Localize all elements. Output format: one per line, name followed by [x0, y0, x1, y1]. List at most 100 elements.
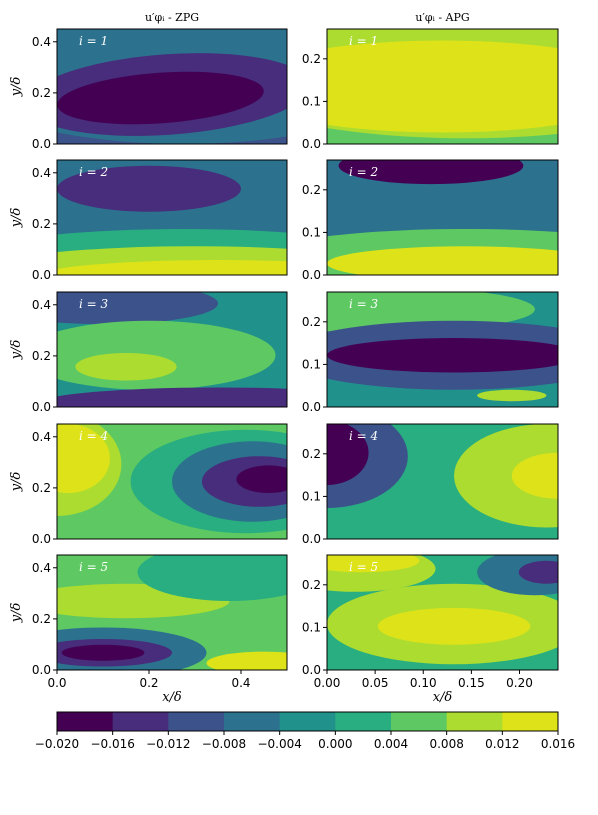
panel-frame	[56, 423, 288, 540]
colorbar-tick-label: −0.004	[257, 737, 301, 751]
y-tick-label: 0.2	[32, 86, 51, 100]
colorbar: −0.020 −0.016 −0.012 −0.008 −0.004 0.000 0.004…	[35, 711, 575, 751]
x-tick-label: 0.4	[231, 676, 250, 690]
panel-r2-c1	[57, 160, 287, 275]
y-tick-label: 0.4	[32, 166, 51, 180]
panel-r1-c1	[57, 29, 287, 144]
y-tick-label: 0.0	[32, 532, 51, 546]
column-title: u′φᵢ - APG	[415, 11, 469, 24]
panel-label: i = 1	[79, 34, 108, 48]
y-tick-label: 0.2	[32, 217, 51, 231]
panel-r3-c1	[57, 292, 287, 407]
contour-region	[327, 40, 558, 133]
y-tick-label: 0.2	[32, 612, 51, 626]
y-tick-label: 0.4	[32, 561, 51, 575]
colorbar-band	[279, 712, 336, 731]
y-tick-label: 0.2	[32, 481, 51, 495]
panel-frame	[326, 159, 559, 276]
y-axis-label: y/δ	[9, 603, 24, 624]
x-tick-label: 0.10	[410, 676, 437, 690]
contour-region	[327, 424, 369, 485]
y-tick-label: 0.4	[32, 430, 51, 444]
contour-region	[75, 352, 177, 381]
y-tick-label: 0.0	[32, 137, 51, 151]
colorbar-tick-label: −0.020	[35, 737, 79, 751]
colorbar-band	[391, 712, 448, 731]
colorbar-band	[446, 712, 503, 731]
y-tick-label: 0.4	[32, 298, 51, 312]
x-tick-label: 0.15	[458, 676, 485, 690]
y-tick-label: 0.0	[302, 268, 321, 282]
panel-label: i = 3	[79, 297, 109, 311]
contour-region	[327, 555, 420, 573]
panel-frame	[326, 423, 559, 540]
y-tick-label: 0.1	[302, 94, 321, 108]
panel-r5-c1	[57, 555, 287, 670]
y-tick-label: 0.2	[302, 315, 321, 329]
colorbar-band	[57, 712, 114, 731]
x-tick-label: 0.2	[139, 676, 158, 690]
panel-frame	[326, 291, 559, 408]
y-tick-label: 0.2	[302, 52, 321, 66]
contour-region	[206, 651, 287, 670]
contour-region	[57, 292, 218, 325]
x-tick-label: 0.00	[314, 676, 341, 690]
axes-text: i = 10.00.20.4y/δi = 10.00.10.2i = 20.00…	[9, 11, 533, 705]
panel-label: i = 3	[349, 297, 379, 311]
y-tick-label: 0.4	[32, 35, 51, 49]
colorbar-band	[224, 712, 281, 731]
panel-label: i = 1	[349, 34, 378, 48]
panel-frame	[56, 159, 288, 276]
contour-region	[454, 424, 558, 528]
contour-region	[518, 560, 558, 584]
y-tick-label: 0.1	[302, 357, 321, 371]
panel-r5-c2	[327, 555, 558, 670]
colorbar-band	[335, 712, 392, 731]
colorbar-tick-label: −0.016	[90, 737, 134, 751]
colorbar-tick-label: 0.016	[541, 737, 575, 751]
x-axis-label: x/δ	[433, 690, 453, 705]
contour-region	[477, 389, 547, 402]
contour-region	[327, 246, 558, 275]
y-axis-label: y/δ	[9, 77, 24, 98]
contour-region	[327, 338, 558, 373]
contour-region	[57, 71, 264, 125]
panels	[56, 28, 559, 671]
colorbar-band	[112, 712, 169, 731]
colorbar-band	[168, 712, 225, 731]
column-title: u′φᵢ - ZPG	[145, 11, 199, 24]
x-axis-label: x/δ	[162, 690, 182, 705]
y-tick-label: 0.0	[302, 400, 321, 414]
y-tick-label: 0.1	[302, 225, 321, 239]
y-tick-label: 0.0	[32, 400, 51, 414]
y-axis-label: y/δ	[9, 472, 24, 493]
panel-label: i = 4	[79, 429, 108, 443]
colorbar-tick-label: −0.008	[202, 737, 246, 751]
x-tick-label: 0.20	[506, 676, 533, 690]
y-tick-label: 0.0	[32, 268, 51, 282]
panel-label: i = 5	[79, 560, 108, 574]
contour-region	[236, 465, 287, 493]
contour-region	[57, 260, 287, 275]
contour-region	[137, 555, 287, 601]
y-tick-label: 0.1	[302, 620, 321, 634]
panel-label: i = 4	[349, 429, 378, 443]
panel-r4-c1	[57, 424, 287, 539]
colorbar-frame	[56, 711, 559, 732]
panel-label: i = 2	[349, 165, 378, 179]
y-tick-label: 0.0	[302, 137, 321, 151]
contour-region	[61, 644, 145, 661]
y-axis-label: y/δ	[9, 340, 24, 361]
panel-frame	[326, 28, 559, 145]
contour-region	[57, 387, 287, 407]
colorbar-band	[502, 712, 559, 731]
colorbar-tick-label: 0.012	[485, 737, 519, 751]
contour-region	[57, 424, 110, 493]
x-tick-label: 0.0	[47, 676, 66, 690]
y-tick-label: 0.0	[32, 663, 51, 677]
y-tick-label: 0.2	[302, 447, 321, 461]
panel-r3-c2	[327, 292, 558, 407]
colorbar-tick-label: 0.004	[374, 737, 408, 751]
contour-region	[57, 165, 241, 212]
